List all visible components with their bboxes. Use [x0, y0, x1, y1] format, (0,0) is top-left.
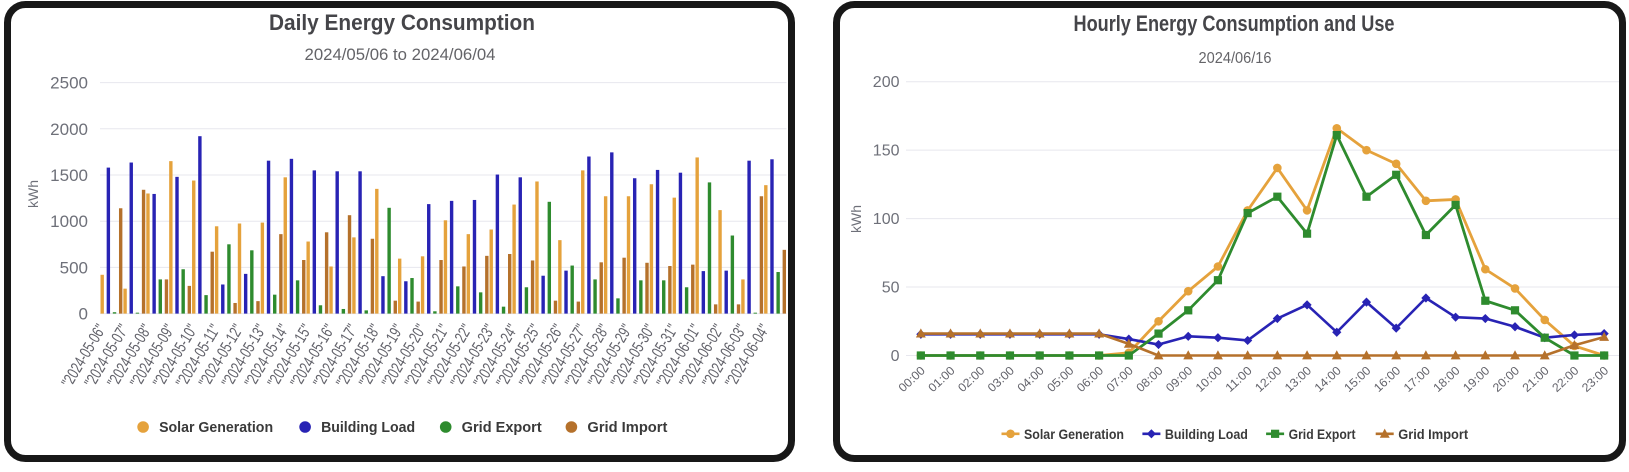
svg-text:Grid Import: Grid Import: [1398, 426, 1468, 442]
svg-text:kWh: kWh: [848, 205, 864, 233]
svg-text:100: 100: [873, 211, 900, 228]
svg-text:200: 200: [873, 74, 900, 91]
svg-text:kWh: kWh: [25, 180, 41, 208]
svg-text:0: 0: [79, 305, 88, 324]
svg-text:Hourly Energy Consumption and: Hourly Energy Consumption and Use: [1074, 11, 1395, 36]
svg-text:Grid Export: Grid Export: [1289, 426, 1356, 442]
svg-text:Solar Generation: Solar Generation: [1024, 426, 1124, 442]
svg-text:Building Load: Building Load: [1165, 426, 1248, 442]
svg-text:Daily Energy Consumption: Daily Energy Consumption: [269, 10, 535, 35]
svg-text:500: 500: [60, 258, 88, 277]
svg-text:1500: 1500: [50, 166, 88, 185]
svg-text:2000: 2000: [50, 120, 88, 139]
svg-text:150: 150: [873, 143, 900, 160]
svg-text:0: 0: [891, 348, 900, 365]
svg-text:Building Load: Building Load: [321, 420, 415, 436]
svg-text:Grid Export: Grid Export: [462, 420, 542, 436]
svg-text:Solar Generation: Solar Generation: [159, 420, 273, 436]
svg-text:50: 50: [882, 280, 900, 297]
svg-text:2024/05/06 to 2024/06/04: 2024/05/06 to 2024/06/04: [305, 46, 496, 64]
svg-text:Grid Import: Grid Import: [587, 420, 667, 436]
svg-text:2024/06/16: 2024/06/16: [1199, 50, 1272, 67]
svg-text:2500: 2500: [50, 74, 88, 93]
svg-text:1000: 1000: [50, 212, 88, 231]
